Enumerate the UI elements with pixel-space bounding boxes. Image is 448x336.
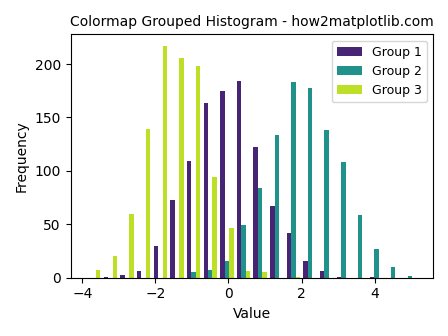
- Bar: [308, 88, 312, 278]
- Bar: [196, 66, 200, 278]
- Bar: [121, 275, 125, 278]
- Title: Colormap Grouped Histogram - how2matplotlib.com: Colormap Grouped Histogram - how2matplot…: [70, 15, 434, 29]
- Bar: [179, 58, 184, 278]
- Bar: [270, 206, 275, 278]
- Bar: [254, 148, 258, 278]
- Bar: [291, 82, 296, 278]
- Bar: [163, 46, 167, 278]
- Bar: [229, 227, 233, 278]
- Bar: [341, 162, 345, 278]
- Bar: [391, 267, 396, 278]
- Bar: [96, 270, 100, 278]
- X-axis label: Value: Value: [233, 307, 271, 321]
- Bar: [258, 188, 263, 278]
- Bar: [246, 271, 250, 278]
- Bar: [191, 272, 196, 278]
- Bar: [296, 277, 300, 278]
- Bar: [208, 270, 212, 278]
- Bar: [104, 277, 108, 278]
- Bar: [275, 135, 279, 278]
- Bar: [154, 246, 158, 278]
- Bar: [187, 161, 191, 278]
- Bar: [287, 233, 291, 278]
- Legend: Group 1, Group 2, Group 3: Group 1, Group 2, Group 3: [332, 41, 427, 102]
- Bar: [370, 277, 375, 278]
- Bar: [303, 261, 308, 278]
- Bar: [324, 130, 329, 278]
- Bar: [203, 102, 208, 278]
- Bar: [337, 277, 341, 278]
- Bar: [263, 272, 267, 278]
- Bar: [320, 271, 324, 278]
- Bar: [146, 129, 151, 278]
- Bar: [375, 249, 379, 278]
- Bar: [358, 215, 362, 278]
- Bar: [212, 177, 217, 278]
- Bar: [241, 225, 246, 278]
- Bar: [220, 91, 224, 278]
- Y-axis label: Frequency: Frequency: [15, 120, 29, 192]
- Bar: [112, 256, 117, 278]
- Bar: [408, 276, 412, 278]
- Bar: [224, 261, 229, 278]
- Bar: [170, 200, 175, 278]
- Bar: [129, 214, 134, 278]
- Bar: [237, 81, 241, 278]
- Bar: [137, 271, 142, 278]
